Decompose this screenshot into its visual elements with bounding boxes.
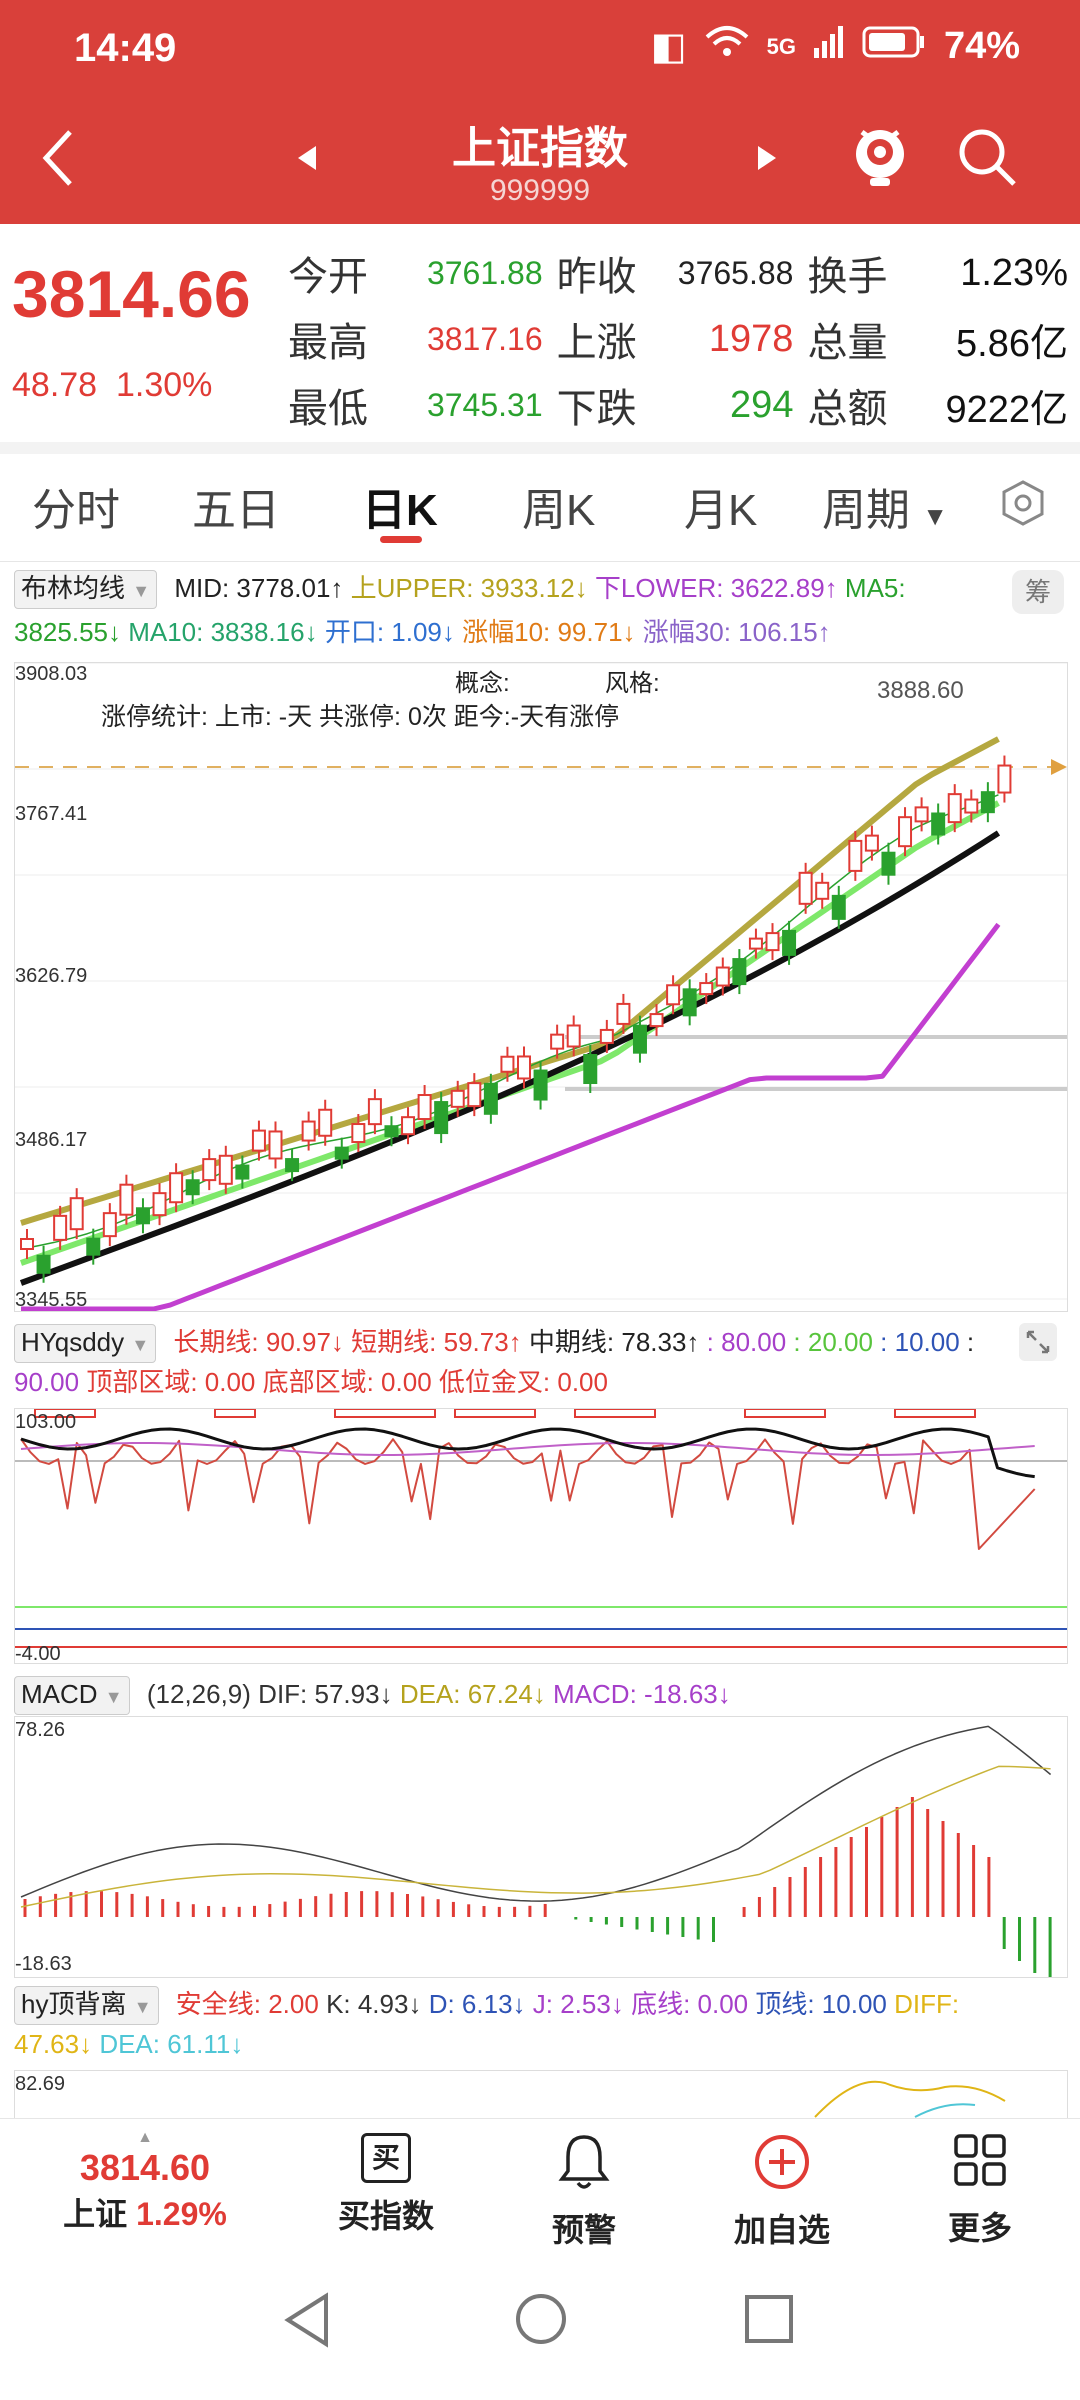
high-price-label: 3888.60	[877, 677, 964, 704]
axis-label: 78.26	[15, 1719, 66, 1741]
nfc-icon: ◧	[650, 26, 687, 68]
network-label: 5G	[766, 33, 796, 59]
nav-recent-icon[interactable]	[744, 2294, 794, 2344]
tab-daily-k[interactable]: 日K	[362, 486, 438, 535]
buy-index-button[interactable]: 买 买指数	[306, 2133, 466, 2237]
current-price: 3814.66	[12, 257, 251, 331]
grid-icon	[954, 2134, 1006, 2186]
boll-indicator-bar-2: 3825.55↓ MA10: 3838.16↓ 开口: 1.09↓ 涨幅10: …	[14, 617, 831, 647]
limit-up-stat: 涨停统计: 上市: -天 共涨停: 0次 距今:-天有涨停	[101, 703, 620, 731]
hyd-chart[interactable]: 82.69	[14, 2070, 1068, 2118]
back-icon[interactable]	[38, 128, 78, 188]
quote-row: 最低 3745.31 下跌 294 总额 9222亿	[288, 383, 1068, 432]
add-circle-icon	[755, 2135, 809, 2189]
system-nav-bar	[0, 2248, 1080, 2400]
active-tab-indicator	[380, 536, 422, 543]
style-label: 风格:	[605, 670, 660, 697]
axis-label: 82.69	[15, 2073, 66, 2095]
tab-intraday[interactable]: 分时	[32, 486, 120, 535]
signal-icon	[813, 25, 844, 68]
hyd-indicator-bar-2: 47.63↓ DEA: 61.11↓	[14, 2029, 244, 2059]
concept-label: 概念:	[455, 670, 510, 697]
hy-chart[interactable]: 103.00 -4.00	[14, 1408, 1068, 1665]
battery-level: 74%	[943, 25, 1020, 67]
price-change: 48.78 1.30%	[12, 366, 213, 404]
bell-icon	[558, 2135, 610, 2189]
boll-selector[interactable]: 布林均线 ▼	[14, 570, 158, 609]
quote-row: 今开 3761.88 昨收 3765.88 换手 1.23%	[288, 251, 1068, 300]
search-icon[interactable]	[956, 126, 1018, 188]
more-button[interactable]: 更多	[900, 2133, 1060, 2249]
tab-monthly-k[interactable]: 月K	[684, 486, 758, 535]
tab-five-day[interactable]: 五日	[192, 486, 280, 535]
quote-row: 最高 3817.16 上涨 1978 总量 5.86亿	[288, 317, 1068, 366]
page-title: 上证指数	[452, 124, 628, 173]
battery-icon	[862, 25, 926, 68]
quote-grid: 今开 3761.88 昨收 3765.88 换手 1.23% 最高 3817.16 上涨…	[288, 240, 1068, 438]
kline-chart[interactable]: 3908.03 3767.41 3626.79 3486.17 3345.55 …	[14, 662, 1068, 1312]
status-time: 14:49	[74, 26, 177, 70]
axis-label: 3345.55	[15, 1289, 88, 1311]
nav-back-icon[interactable]	[282, 2292, 332, 2348]
hy-indicator-bar-2: 90.00 顶部区域: 0.00 底部区域: 0.00 低位金叉: 0.00	[14, 1367, 608, 1397]
axis-label: -4.00	[15, 1643, 61, 1665]
mascot-icon[interactable]	[848, 118, 912, 190]
tab-weekly-k[interactable]: 周K	[522, 486, 596, 535]
add-watchlist-button[interactable]: 加自选	[702, 2133, 862, 2251]
chip-button[interactable]: 筹	[1012, 570, 1064, 614]
hy-svg	[15, 1409, 1067, 1648]
next-stock-icon[interactable]	[756, 144, 778, 172]
hyd-selector[interactable]: hy顶背离 ▼	[14, 1986, 159, 2025]
mini-quote[interactable]: ▲ 3814.60 上证 1.29%	[20, 2129, 270, 2235]
prev-stock-icon[interactable]	[296, 144, 318, 172]
expand-icon[interactable]	[1018, 1322, 1058, 1362]
header: 上证指数 999999	[0, 100, 1080, 224]
nav-home-icon[interactable]	[514, 2292, 568, 2346]
boll-indicator-bar: 布林均线 ▼ MID: 3778.01↑ 上UPPER: 3933.12↓ 下L…	[0, 568, 1080, 609]
hyd-svg	[814, 2080, 1006, 2118]
chevron-down-icon: ▼	[922, 501, 948, 531]
settings-hexagon-icon[interactable]	[998, 478, 1048, 528]
status-bar: 14:49 ◧ 5G 74%	[0, 0, 1080, 100]
period-tabs: 分时 五日 日K 周K 月K 周期 ▼	[0, 454, 1080, 562]
quote-panel: 3814.66 48.78 1.30% 今开 3761.88 昨收 3765.88 …	[0, 224, 1080, 442]
axis-label: 103.00	[15, 1411, 77, 1433]
macd-indicator-bar: MACD ▼ (12,26,9) DIF: 57.93↓ DEA: 67.24↓…	[0, 1674, 1080, 1715]
wifi-icon	[705, 25, 749, 69]
axis-label: 3626.79	[15, 965, 88, 987]
axis-label: 3908.03	[15, 663, 88, 685]
alert-button[interactable]: 预警	[504, 2133, 664, 2251]
hy-indicator-bar: HYqsddy ▼ 长期线: 90.97↓ 短期线: 59.73↑ 中期线: 7…	[0, 1322, 1080, 1363]
hy-selector[interactable]: HYqsddy ▼	[14, 1324, 157, 1363]
divider	[0, 442, 1080, 454]
macd-selector[interactable]: MACD ▼	[14, 1676, 130, 1715]
caret-up-icon: ▲	[137, 2129, 153, 2146]
hyd-indicator-bar: hy顶背离 ▼ 安全线: 2.00 K: 4.93↓ D: 6.13↓ J: 2…	[0, 1984, 1080, 2025]
buy-icon: 买	[361, 2133, 411, 2183]
status-icons: ◧ 5G 74%	[651, 24, 1020, 69]
axis-label: 3486.17	[15, 1129, 88, 1151]
bottom-action-bar: ▲ 3814.60 上证 1.29% 买 买指数 预警 加自选 更多	[0, 2118, 1080, 2248]
macd-svg	[20, 1725, 1052, 1977]
tab-period[interactable]: 周期 ▼	[822, 486, 948, 535]
macd-chart[interactable]: 78.26 -18.63	[14, 1716, 1068, 1978]
axis-label: -18.63	[15, 1953, 72, 1975]
kline-svg	[15, 663, 1067, 1311]
stock-code: 999999	[489, 174, 591, 207]
axis-label: 3767.41	[15, 803, 88, 825]
